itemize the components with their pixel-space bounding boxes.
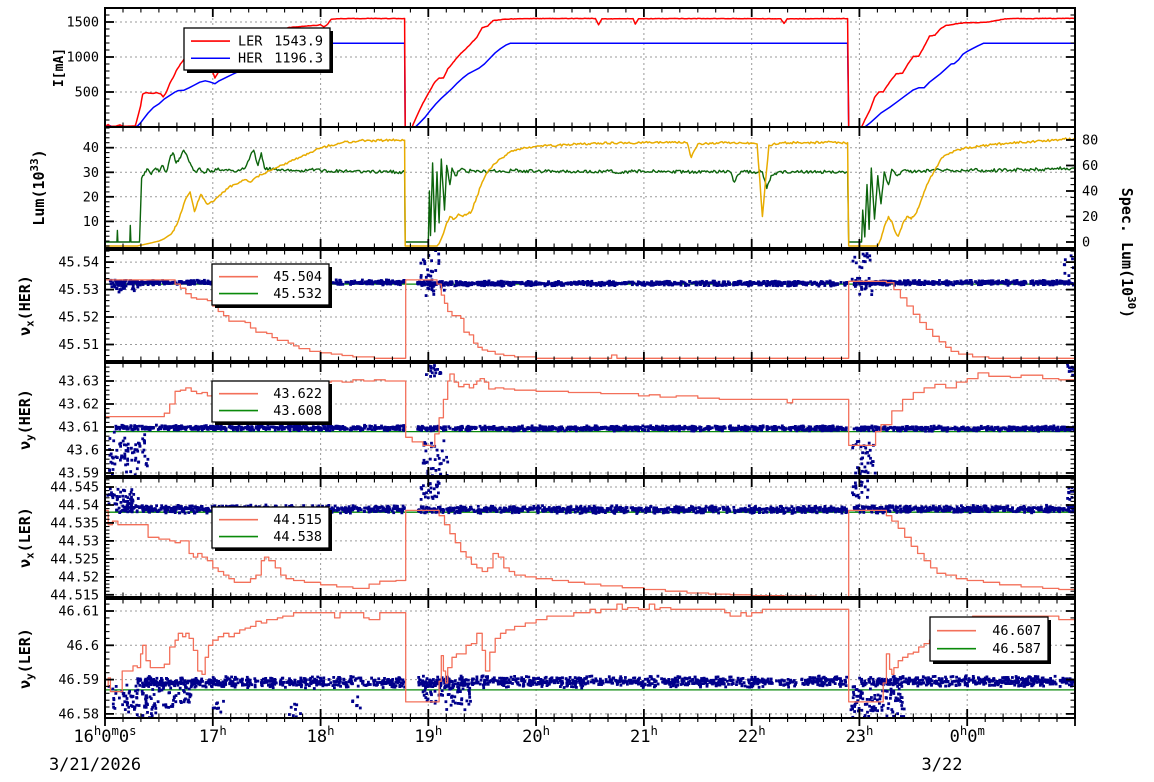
panel-nuy-her: 43.59 43.6 43.61 43.62 43.63 νy(HER) 43.62243.… (16, 362, 1076, 482)
svg-text:43.608: 43.608 (273, 403, 322, 419)
svg-text:30: 30 (83, 165, 99, 181)
series-nuy-measured (108, 364, 1074, 475)
svg-text:HER: HER (238, 51, 263, 67)
svg-text:1000: 1000 (66, 50, 99, 66)
svg-text:40: 40 (83, 140, 99, 156)
svg-text:Spec. Lum(1030): Spec. Lum(1030) (1118, 188, 1138, 318)
svg-text:43.59: 43.59 (58, 466, 99, 482)
svg-text:LER: LER (238, 34, 263, 50)
svg-text:40: 40 (1082, 184, 1098, 200)
svg-text:60: 60 (1082, 158, 1098, 174)
series-specific-luminosity (106, 149, 1074, 243)
panel-luminosity: 10 20 30 40 0 20 40 60 80 Lum(1033) Spec. Lum(1030… (28, 126, 1138, 318)
svg-text:0: 0 (1082, 235, 1090, 251)
svg-text:45.54: 45.54 (58, 255, 99, 271)
svg-text:45.532: 45.532 (273, 286, 322, 302)
series-nux-knob (106, 279, 1074, 359)
series-luminosity (106, 137, 1074, 247)
panel-nux-ler: 44.51544.5244.52544.5344.53544.5444.545ν… (16, 477, 1076, 603)
panel-current: 500 1000 1500 I[mA] LER 1543.9 HER 1196.3 (52, 7, 1076, 128)
svg-text:43.6: 43.6 (66, 442, 99, 458)
series-nuy-knob (106, 603, 1074, 703)
legend-current: LER 1543.9 HER 1196.3 (183, 27, 333, 73)
svg-text:43.62: 43.62 (58, 396, 99, 412)
svg-text:45.53: 45.53 (58, 282, 99, 298)
svg-text:νy(HER): νy(HER) (16, 389, 36, 450)
svg-text:20: 20 (1082, 209, 1098, 225)
svg-text:45.52: 45.52 (58, 310, 99, 326)
svg-text:1196.3: 1196.3 (274, 51, 323, 67)
x-axis-labels: 16h0m0s 17h 18h 19h 20h 21h 22h 23h 0h0m3/21/202… (49, 724, 985, 775)
svg-text:1543.9: 1543.9 (274, 34, 323, 50)
svg-text:43.622: 43.622 (273, 386, 322, 402)
svg-text:νx(HER): νx(HER) (16, 275, 36, 336)
svg-text:I[mA]: I[mA] (52, 48, 67, 87)
svg-text:20: 20 (83, 189, 99, 205)
svg-text:43.61: 43.61 (58, 419, 99, 435)
svg-text:80: 80 (1082, 133, 1098, 149)
series-nuy-measured (107, 674, 1074, 717)
series-nux-knob (106, 509, 1074, 596)
svg-text:10: 10 (83, 214, 99, 230)
svg-text:Lum(1033): Lum(1033) (28, 149, 48, 225)
svg-text:500: 500 (75, 85, 99, 101)
svg-text:43.63: 43.63 (58, 373, 99, 389)
svg-text:45.51: 45.51 (58, 337, 99, 353)
svg-text:1500: 1500 (66, 15, 99, 31)
svg-text:45.504: 45.504 (273, 269, 322, 285)
